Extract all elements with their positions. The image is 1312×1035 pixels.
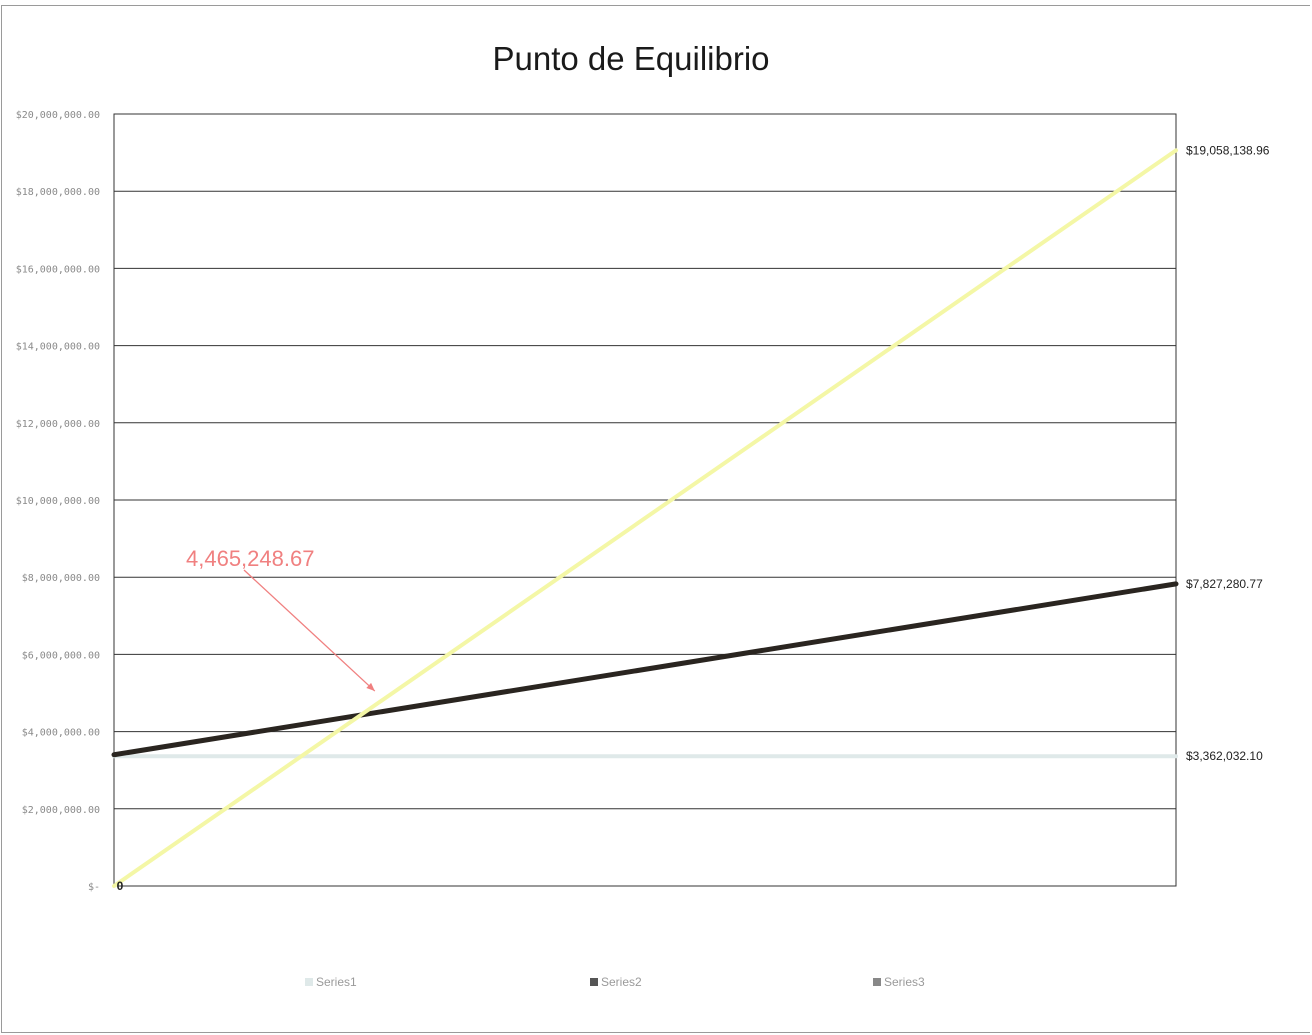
legend-item-series1: Series1: [305, 975, 357, 989]
y-tick-label: $16,000,000.00: [16, 264, 100, 275]
series-line-series2: [111, 581, 1179, 758]
y-tick-label: $6,000,000.00: [22, 650, 100, 661]
legend-swatch-series3: [873, 978, 881, 986]
y-tick-label: $10,000,000.00: [16, 496, 100, 507]
legend-swatch-series2: [590, 978, 598, 986]
annotation-arrowhead: [366, 682, 375, 692]
y-tick-label: $12,000,000.00: [16, 419, 100, 430]
chart-title: Punto de Equilibrio: [492, 40, 770, 77]
y-tick-label: $14,000,000.00: [16, 342, 100, 353]
end-label-series2: $7,827,280.77: [1186, 577, 1263, 591]
end-label-series3: $19,058,138.96: [1186, 143, 1270, 157]
y-tick-label: $8,000,000.00: [22, 573, 100, 584]
legend-item-series2: Series2: [590, 975, 642, 989]
annotation-label: 4,465,248.67: [186, 546, 314, 571]
legend-label-series1: Series1: [316, 975, 357, 989]
legend-label-series2: Series2: [601, 975, 642, 989]
y-tick-label: $-: [88, 882, 100, 893]
y-tick-label: $20,000,000.00: [16, 110, 100, 121]
end-label-series1: $3,362,032.10: [1186, 749, 1263, 763]
y-tick-label: $18,000,000.00: [16, 187, 100, 198]
series-line-series3: [112, 148, 1178, 888]
legend-item-series3: Series3: [873, 975, 925, 989]
annotation-arrow: [243, 569, 376, 692]
legend-label-series3: Series3: [884, 975, 925, 989]
y-tick-label: $2,000,000.00: [22, 805, 100, 816]
y-tick-label: $4,000,000.00: [22, 728, 100, 739]
chart-frame: [1, 5, 1310, 1033]
start-label: 0: [117, 879, 124, 893]
legend-swatch-series1: [305, 978, 313, 986]
